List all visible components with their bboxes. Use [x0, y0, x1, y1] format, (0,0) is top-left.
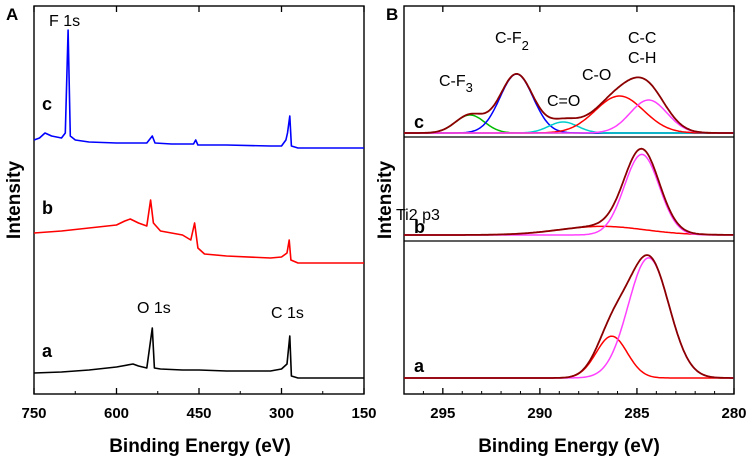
panel-a-x-ticks: 750 600 450 300 150: [21, 6, 377, 422]
annotation-o1s: O 1s: [137, 300, 171, 317]
panel-b-x-axis-title: Binding Energy (eV): [478, 436, 660, 457]
component-a-c-o: [404, 335, 734, 379]
panel-a-y-axis-title: Intensity: [4, 161, 25, 240]
annotation-c-double-o: C=O: [547, 93, 580, 110]
series-line-c: [33, 29, 364, 149]
panel-a-x-axis-title: Binding Energy (eV): [109, 436, 291, 457]
panel-b-x-ticks: 295 290 285 280: [422, 6, 747, 422]
annotation-c-o: C-O: [582, 67, 611, 84]
panel-a-tick-label: 750: [21, 405, 46, 422]
envelope-c: [404, 73, 734, 134]
annotation-c-c: C-C: [628, 30, 656, 47]
annotation-cf2: C-F2: [495, 30, 529, 53]
annotation-cf2-base: C-F: [495, 30, 522, 47]
panel-b-tick-label: 280: [721, 405, 746, 422]
panel-a-tick-label: 150: [351, 405, 376, 422]
series-label-c: c: [42, 94, 52, 114]
stack-label-b: b: [414, 217, 425, 237]
panel-a-tick-label: 300: [269, 405, 294, 422]
series-label-b: b: [42, 198, 53, 218]
panel-b-tick-label: 285: [624, 405, 649, 422]
panel-b: B 295 290 285 280 c b a C-F3 C-F2 C=O C-O C…: [375, 5, 747, 457]
panel-a-labels: c b a F 1s Ti2 p3 O 1s C 1s: [42, 13, 440, 361]
annotation-c-h: C-H: [628, 50, 656, 67]
stack-label-c: c: [414, 112, 424, 132]
component-c-c-c-c-h: [404, 99, 734, 134]
panel-b-y-axis-title: Intensity: [375, 161, 396, 240]
annotation-f1s: F 1s: [49, 13, 80, 30]
annotation-c1s: C 1s: [271, 305, 304, 322]
series-line-b: [33, 199, 364, 264]
envelope-b: [404, 147, 734, 236]
panel-a-tick-label: 450: [186, 405, 211, 422]
annotation-cf3-sub: 3: [466, 80, 473, 95]
panel-b-tick-label: 290: [527, 405, 552, 422]
component-b-c-c-c-h: [404, 153, 734, 236]
panel-b-labels: c b a C-F3 C-F2 C=O C-O C-C C-H: [414, 30, 656, 376]
series-label-a: a: [42, 341, 53, 361]
envelope-a: [404, 254, 734, 379]
component-a-c-c-c-h: [404, 257, 734, 379]
series-line-a: [33, 327, 364, 379]
panel-a: A 750 600 450 300 150 c b a F 1s Ti2 p3 O 1s…: [4, 5, 440, 457]
panel-b-tick-label: 295: [430, 405, 455, 422]
stack-label-a: a: [414, 356, 425, 376]
panel-a-letter: A: [6, 5, 18, 24]
panel-a-series: [33, 29, 364, 379]
panel-b-letter: B: [386, 5, 398, 24]
annotation-cf2-sub: 2: [522, 38, 529, 53]
panel-b-curves: [404, 73, 734, 379]
panel-a-frame: [33, 5, 365, 395]
panel-a-tick-label: 600: [104, 405, 129, 422]
annotation-cf3-base: C-F: [439, 73, 466, 90]
annotation-ti2p3: Ti2 p3: [396, 207, 440, 224]
panel-b-frame: [403, 5, 735, 395]
annotation-cf3: C-F3: [439, 73, 473, 95]
